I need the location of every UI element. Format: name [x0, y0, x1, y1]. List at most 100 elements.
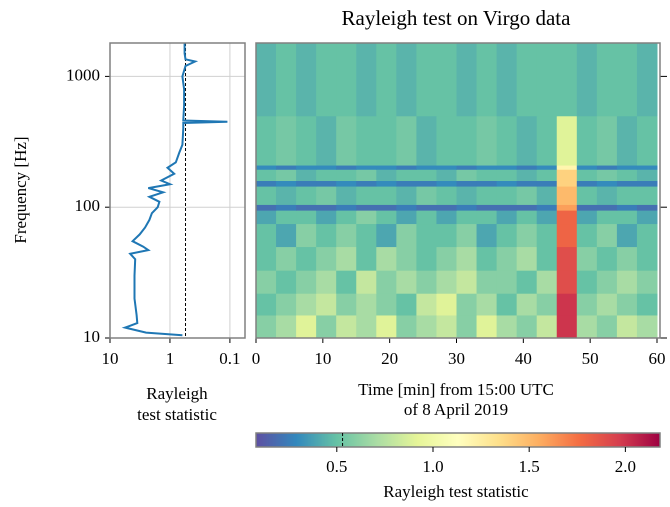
heatmap-cell: [516, 169, 538, 181]
heatmap-cell: [336, 115, 357, 166]
heatmap-cell: [396, 165, 417, 170]
heatmap-cell: [576, 180, 598, 187]
heatmap-cell: [456, 314, 478, 339]
heatmap-cell: [276, 223, 297, 248]
heatmap-cell: [516, 270, 538, 294]
heatmap-cell: [356, 246, 377, 271]
heatmap-cell: [256, 270, 277, 294]
heatmap-cell: [256, 43, 277, 117]
heatmap-cell: [476, 223, 498, 248]
heatmap-cell: [456, 165, 478, 170]
heatmap-cell: [296, 210, 317, 225]
y-tick-label: 10: [83, 327, 100, 346]
heatmap-cell: [336, 169, 357, 181]
heatmap-cell: [456, 293, 478, 316]
heatmap-cell: [556, 210, 578, 225]
heatmap-cell: [576, 246, 598, 271]
heatmap-cell: [496, 223, 518, 248]
heatmap-cell: [436, 246, 457, 271]
heatmap-cell: [416, 165, 437, 170]
heatmap-cell: [316, 165, 337, 170]
heatmap-cell: [496, 270, 518, 294]
heatmap-cell: [416, 204, 437, 211]
heatmap-cell: [276, 314, 297, 339]
colorbar-tick-label: 0.5: [326, 457, 347, 476]
heatmap-cell: [456, 115, 478, 166]
x-axis-label: of 8 April 2019: [404, 400, 508, 419]
heatmap-cell: [416, 180, 437, 187]
heatmap-cell: [276, 165, 297, 170]
heatmap-cell: [576, 223, 598, 248]
heatmap-cell: [336, 270, 357, 294]
heatmap-cell: [376, 223, 397, 248]
heatmap-cell: [416, 314, 437, 339]
heatmap-cell: [556, 204, 578, 211]
heatmap-cell: [376, 293, 397, 316]
heatmap-cell: [316, 293, 337, 316]
heatmap-cell: [636, 246, 658, 271]
heatmap-cell: [356, 186, 377, 205]
heatmap-cell: [616, 169, 638, 181]
heatmap-cell: [556, 270, 578, 294]
heatmap-cell: [276, 180, 297, 187]
heatmap-cell: [256, 204, 277, 211]
heatmap-cell: [476, 293, 498, 316]
heatmap-cell: [616, 270, 638, 294]
heatmap-cell: [616, 204, 638, 211]
heatmap-cell: [296, 270, 317, 294]
heatmap-cell: [296, 223, 317, 248]
heatmap-cell: [476, 210, 498, 225]
heatmap-cell: [616, 314, 638, 339]
heatmap-cell: [256, 165, 277, 170]
heatmap-cell: [596, 186, 618, 205]
heatmap-cell: [356, 210, 377, 225]
heatmap-cell: [396, 115, 417, 166]
heatmap-cell: [436, 186, 457, 205]
heatmap-cell: [516, 186, 538, 205]
heatmap-cell: [256, 180, 277, 187]
heatmap-cell: [596, 314, 618, 339]
x-tick-label: 0: [252, 349, 261, 368]
heatmap-cell: [556, 180, 578, 187]
colorbar-tick-label: 2.0: [615, 457, 636, 476]
heatmap-cell: [536, 246, 558, 271]
heatmap-cell: [556, 223, 578, 248]
heatmap-cell: [636, 115, 658, 166]
heatmap-cell: [616, 115, 638, 166]
heatmap-cell: [376, 43, 397, 117]
heatmap-cell: [456, 270, 478, 294]
heatmap-cell: [356, 314, 377, 339]
heatmap-cell: [396, 204, 417, 211]
heatmap-cell: [516, 314, 538, 339]
heatmap-cell: [596, 180, 618, 187]
heatmap-cell: [496, 43, 518, 117]
heatmap-cell: [516, 165, 538, 170]
heatmap-cell: [476, 115, 498, 166]
heatmap-cell: [376, 210, 397, 225]
heatmap-cell: [496, 115, 518, 166]
heatmap-cell: [596, 223, 618, 248]
heatmap-cell: [576, 210, 598, 225]
heatmap-cell: [356, 270, 377, 294]
heatmap-cell: [536, 223, 558, 248]
heatmap-cell: [276, 169, 297, 181]
heatmap-cell: [316, 270, 337, 294]
heatmap-cell: [256, 115, 277, 166]
heatmap-cell: [356, 180, 377, 187]
heatmap-cell: [436, 210, 457, 225]
heatmap-cell: [596, 270, 618, 294]
heatmap-cell: [356, 43, 377, 117]
heatmap-cell: [436, 293, 457, 316]
heatmap-cell: [616, 43, 638, 117]
heatmap-cell: [576, 165, 598, 170]
x-tick-label: 10: [314, 349, 331, 368]
heatmap-cell: [316, 314, 337, 339]
heatmap-cell: [536, 210, 558, 225]
heatmap-cell: [376, 169, 397, 181]
heatmap-cell: [476, 270, 498, 294]
heatmap-cell: [536, 293, 558, 316]
heatmap-cell: [436, 204, 457, 211]
heatmap-cell: [616, 223, 638, 248]
heatmap-cell: [296, 204, 317, 211]
